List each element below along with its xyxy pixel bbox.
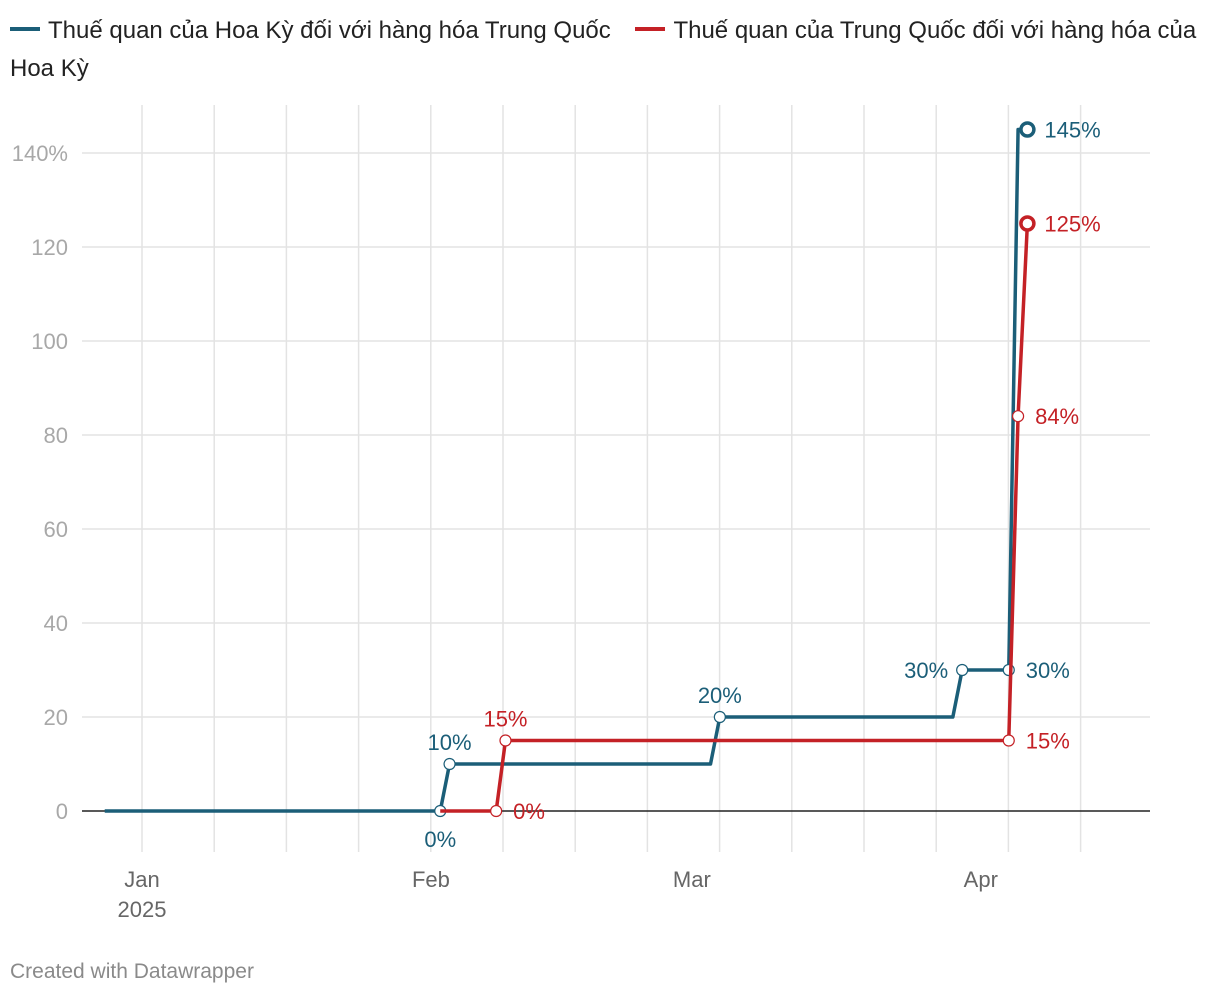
point-label: 15%: [483, 707, 527, 732]
legend-label-china: Thuế quan của Trung Quốc đối với hàng hó…: [10, 17, 1197, 82]
y-tick-label: 40: [44, 611, 68, 636]
legend-item-us: Thuế quan của Hoa Kỳ đối với hàng hóa Tr…: [10, 17, 611, 44]
footer-credit: Created with Datawrapper: [10, 960, 254, 983]
grid-lines: [82, 105, 1150, 852]
x-tick-label: Apr: [964, 867, 998, 892]
y-tick-label: 100: [31, 329, 68, 354]
point-label: 145%: [1044, 118, 1100, 143]
y-tick-label: 60: [44, 517, 68, 542]
data-point: [1011, 410, 1025, 423]
legend-swatch-china: [635, 26, 666, 31]
end-point: [1019, 121, 1036, 138]
series-line: [440, 223, 1030, 813]
y-tick-label: 0: [56, 799, 68, 824]
data-point: [1002, 734, 1015, 747]
point-label: 15%: [1026, 729, 1070, 754]
y-tick-label: 140%: [12, 141, 68, 166]
x-tick-sublabel: 2025: [118, 897, 167, 922]
legend-item-china: Thuế quan của Trung Quốc đối với hàng hó…: [10, 17, 1196, 82]
point-label: 20%: [698, 683, 742, 708]
data-point: [713, 710, 726, 724]
x-tick-label: Mar: [673, 867, 711, 892]
data-point: [490, 804, 503, 818]
chart-legend: Thuế quan của Hoa Kỳ đối với hàng hóa Tr…: [10, 12, 1210, 88]
point-label: 125%: [1044, 212, 1100, 237]
point-label: 10%: [428, 730, 472, 755]
x-tick-label: Feb: [412, 867, 450, 892]
y-tick-label: 80: [44, 423, 68, 448]
y-tick-label: 20: [44, 705, 68, 730]
point-label: 30%: [1026, 658, 1070, 683]
y-tick-label: 120: [31, 235, 68, 260]
point-label: 0%: [513, 799, 545, 824]
series-us: 0% 10% 20% 30% 30% 145%: [104, 118, 1101, 852]
series-china: 0% 15% 15% 84% 125%: [440, 212, 1101, 824]
data-point: [443, 757, 456, 771]
legend-label-us: Thuế quan của Hoa Kỳ đối với hàng hóa Tr…: [48, 17, 611, 44]
end-point: [1019, 215, 1036, 232]
point-label: 30%: [904, 658, 948, 683]
x-tick-label: Jan: [124, 867, 159, 892]
legend-swatch-us: [10, 26, 40, 31]
data-point: [956, 663, 969, 677]
series-line: [104, 127, 1028, 813]
point-label: 84%: [1035, 404, 1079, 429]
data-point: [499, 734, 512, 747]
point-label: 0%: [424, 827, 456, 852]
